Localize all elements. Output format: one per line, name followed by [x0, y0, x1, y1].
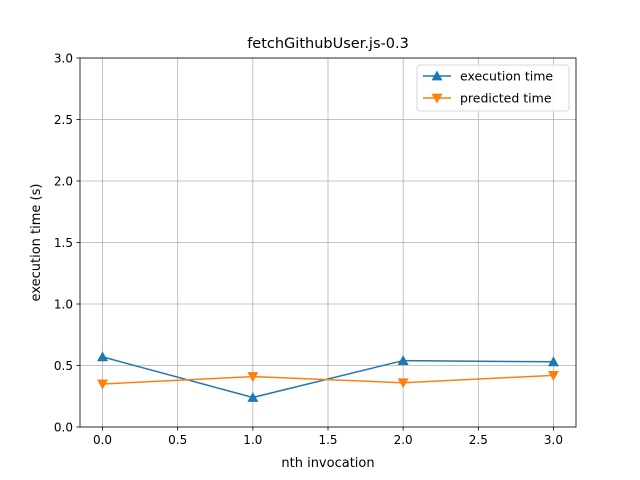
data-point — [247, 391, 259, 402]
data-point — [397, 355, 409, 365]
x-tick-label: 2.0 — [394, 433, 413, 447]
data-point — [547, 356, 559, 367]
legend-label: predicted time — [460, 91, 552, 106]
data-point — [247, 372, 259, 383]
x-tick-label: 0.5 — [168, 433, 187, 447]
y-tick-label: 2.5 — [54, 113, 73, 127]
x-tick-label: 2.5 — [469, 433, 488, 447]
series-layer — [97, 351, 559, 402]
series-2 — [97, 370, 559, 390]
data-point — [397, 378, 409, 389]
axis-ticks: 0.0 0.5 1.0 1.5 2.0 2.5 3.0 0.0 0.5 1.0 1.5 2.0 2.5 3… — [54, 52, 563, 448]
y-axis-label: execution time (s) — [29, 184, 44, 302]
y-tick-label: 0.5 — [54, 359, 73, 373]
y-tick-label: 1.5 — [54, 236, 73, 250]
legend-label: execution time — [460, 69, 553, 84]
legend: execution time predicted time — [416, 64, 570, 112]
data-point — [97, 351, 109, 362]
x-tick-label: 3.0 — [544, 433, 563, 447]
y-tick-label: 2.0 — [54, 175, 73, 189]
data-point — [547, 370, 559, 381]
x-axis-label: nth invocation — [281, 456, 374, 471]
chart-title: fetchGithubUser.js-0.3 — [247, 36, 409, 52]
legend-marker — [431, 70, 443, 81]
legend-box — [416, 64, 570, 112]
x-tick-label: 1.5 — [318, 433, 337, 447]
y-tick-label: 1.0 — [54, 298, 73, 312]
series-line — [102, 374, 554, 385]
y-tick-label: 0.0 — [54, 421, 73, 435]
legend-marker — [431, 93, 443, 104]
x-tick-label: 0.0 — [93, 433, 112, 447]
x-tick-label: 1.0 — [243, 433, 262, 447]
y-tick-label: 3.0 — [54, 52, 73, 66]
data-point — [97, 379, 109, 390]
